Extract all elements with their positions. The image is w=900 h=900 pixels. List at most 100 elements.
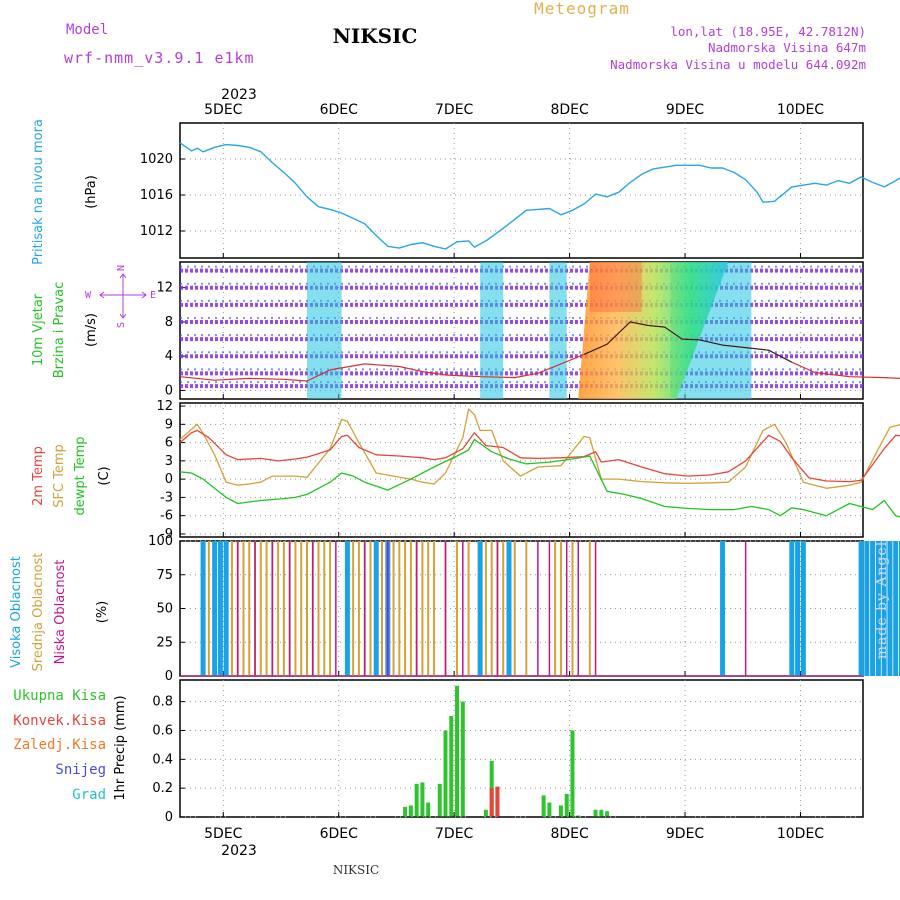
cloud-low-label: Niska Oblacnost xyxy=(53,560,68,665)
day-label-bottom: 10DEC xyxy=(777,826,824,842)
cloud-bar xyxy=(421,541,424,676)
precip-bar xyxy=(495,786,500,817)
compass-n: N xyxy=(116,265,127,271)
y-tick-label: 25 xyxy=(156,635,173,650)
temp-sfc-line xyxy=(179,408,900,489)
precip-unit: 1hr Precip (mm) xyxy=(113,695,128,800)
cloud-bar xyxy=(456,541,459,676)
cloud-bar xyxy=(312,541,314,676)
cloud-bar xyxy=(502,541,505,676)
pressure-line xyxy=(179,142,900,250)
temp-unit: (C) xyxy=(97,466,112,485)
cloud-bar xyxy=(288,541,291,676)
pressure-title: Pritisak na nivou mora xyxy=(31,119,46,265)
wind-strong-core xyxy=(589,262,642,312)
wind-band-cyan xyxy=(480,262,504,399)
model-elevation-label: Nadmorska Visina u modelu 644.092m xyxy=(610,57,866,72)
day-label-bottom: 5DEC xyxy=(204,826,243,842)
model-label: Model xyxy=(66,22,108,38)
cloud-bar xyxy=(789,541,795,676)
cloud-bar xyxy=(398,541,401,676)
y-tick-label: -9 xyxy=(160,527,173,542)
cloud-bar xyxy=(387,541,389,676)
precip-bar xyxy=(403,806,408,817)
cloud-bar xyxy=(870,541,876,676)
cloud-bar xyxy=(893,541,899,676)
precip-bar xyxy=(414,783,419,817)
cloud-bar xyxy=(409,541,412,676)
day-label-top: 6DEC xyxy=(320,102,359,118)
panel-frame xyxy=(179,679,864,818)
precip-snow-label: Snijeg xyxy=(55,762,106,778)
wind-compass-rose: W E N S xyxy=(85,265,156,328)
precip-bar xyxy=(443,730,448,817)
precip-bar xyxy=(605,811,610,817)
cloud-bar xyxy=(594,541,597,676)
cloud-bar xyxy=(548,541,551,676)
wind-barb-fill xyxy=(180,262,863,399)
precip-bar xyxy=(489,788,494,817)
cloud-bar xyxy=(352,541,355,676)
cloud-bar xyxy=(477,541,483,676)
wind-title-2: Brzina i Pravac xyxy=(52,282,67,379)
cloud-bar xyxy=(207,541,210,676)
cloud-bar xyxy=(381,541,384,676)
y-tick-label: 0 xyxy=(165,810,173,825)
day-label-bottom: 8DEC xyxy=(550,826,589,842)
cloud-bar xyxy=(212,541,218,676)
cloud-high-label: Visoka Oblacnost xyxy=(9,556,24,668)
cloud-bar xyxy=(265,541,268,676)
cloud-bar xyxy=(300,541,303,676)
precip-bar xyxy=(426,802,431,817)
cloud-bar xyxy=(496,541,499,676)
precip-bar xyxy=(483,809,488,817)
day-label-top: 10DEC xyxy=(777,102,824,118)
y-tick-label: 12 xyxy=(156,399,173,414)
precip-bar xyxy=(408,805,413,817)
precip-bar xyxy=(558,805,563,817)
cloud-bar xyxy=(795,541,801,676)
wind-band-cyan xyxy=(306,262,342,399)
precip-bar xyxy=(576,815,581,817)
bottom-day-labels: 5DEC 6DEC 7DEC 8DEC 9DEC 10DEC xyxy=(204,826,824,842)
cloud-bar xyxy=(875,541,881,676)
compass-e: E xyxy=(150,290,156,301)
day-label-bottom: 6DEC xyxy=(320,826,359,842)
cloud-bar xyxy=(373,541,379,676)
cloud-bar xyxy=(357,541,360,676)
cloud-bar xyxy=(305,541,308,676)
precip-bar xyxy=(564,793,569,817)
grid-lines xyxy=(180,123,863,818)
y-tick-label: 6 xyxy=(165,436,173,451)
cloud-bars xyxy=(180,541,900,677)
y-tick-label: 1012 xyxy=(140,224,173,239)
footer-station: NIKSIC xyxy=(333,863,379,877)
cloud-bar xyxy=(217,541,223,676)
temp-sfc-label: SFC Temp xyxy=(52,444,67,508)
cloud-bar xyxy=(242,541,245,676)
cloud-bar xyxy=(537,541,539,676)
cloud-bar xyxy=(800,541,806,676)
cloud-bar xyxy=(881,541,887,676)
y-tick-label: 9 xyxy=(165,417,173,432)
y-tick-label: 12 xyxy=(156,281,173,296)
cloud-bar xyxy=(432,541,435,676)
y-tick-label: 4 xyxy=(165,349,173,364)
day-label-bottom: 9DEC xyxy=(666,826,705,842)
panel-frame xyxy=(179,402,864,538)
cloud-bar xyxy=(344,541,350,676)
cloud-bar xyxy=(887,541,893,676)
station-title: NIKSIC xyxy=(333,24,418,48)
y-tick-label: 0 xyxy=(165,383,173,398)
cloud-bar xyxy=(335,541,337,676)
y-tick-label: 100 xyxy=(148,534,173,549)
panel-frame xyxy=(179,122,864,259)
cloud-bar xyxy=(200,541,206,676)
cloud-bar xyxy=(404,541,407,676)
meteogram-label: Meteogram xyxy=(534,0,630,18)
precip-bar xyxy=(593,809,598,817)
cloud-bar xyxy=(554,541,557,676)
year-label-bottom: 2023 xyxy=(221,843,257,859)
cloud-mid-label: Srednja Oblacnost xyxy=(31,553,46,672)
compass-w: W xyxy=(85,290,92,301)
